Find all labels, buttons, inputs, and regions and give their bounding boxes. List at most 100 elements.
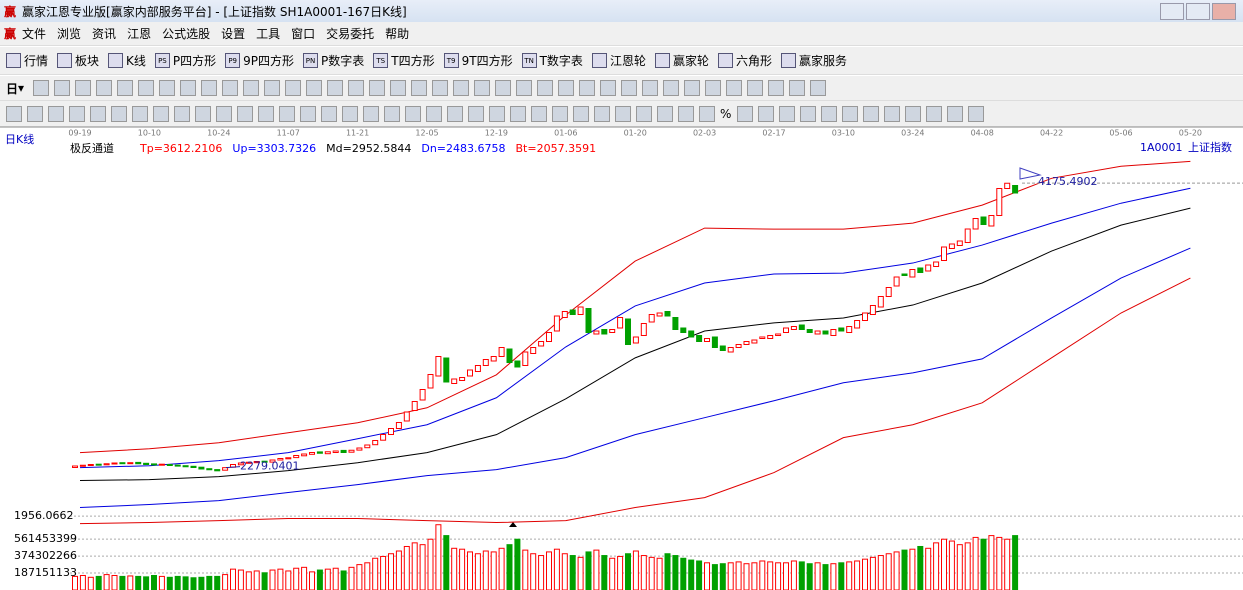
toolbar-button[interactable]: K线 xyxy=(108,52,146,69)
tool-icon[interactable] xyxy=(678,105,694,122)
tool-icon[interactable] xyxy=(258,105,274,122)
menu-item[interactable]: 设置 xyxy=(221,27,246,41)
toolbar-button[interactable]: TS T四方形 xyxy=(373,52,435,69)
tool-icon[interactable] xyxy=(621,80,638,96)
tool-icon[interactable] xyxy=(243,80,260,96)
tool-icon[interactable] xyxy=(705,80,722,96)
tool-icon[interactable] xyxy=(369,80,386,96)
tool-icon[interactable] xyxy=(48,105,64,122)
tool-icon[interactable] xyxy=(726,80,743,96)
tool-icon[interactable] xyxy=(489,105,505,122)
toolbar-button[interactable]: 赢家轮 xyxy=(654,52,709,69)
tool-icon[interactable] xyxy=(810,80,827,96)
tool-icon[interactable] xyxy=(642,80,659,96)
tool-icon[interactable] xyxy=(33,80,50,96)
tool-icon[interactable] xyxy=(342,105,358,122)
menu-item[interactable]: 窗口 xyxy=(291,27,316,41)
toolbar-button[interactable]: TN T数字表 xyxy=(521,52,583,69)
tool-icon[interactable] xyxy=(615,105,631,122)
tool-icon[interactable] xyxy=(174,105,190,122)
tool-icon[interactable] xyxy=(6,105,22,122)
tool-icon[interactable] xyxy=(579,80,596,96)
toolbar-button[interactable]: 行情 xyxy=(6,52,48,69)
tool-icon[interactable] xyxy=(180,80,197,96)
toolbar-button[interactable]: 赢家服务 xyxy=(780,52,847,69)
tool-icon[interactable] xyxy=(495,80,512,96)
toolbar-button[interactable]: PS P四方形 xyxy=(154,52,216,69)
toolbar-button[interactable]: 板块 xyxy=(57,52,99,69)
tool-icon[interactable] xyxy=(117,80,134,96)
tool-icon[interactable] xyxy=(947,105,964,122)
tool-icon[interactable] xyxy=(573,105,589,122)
tool-icon[interactable] xyxy=(432,80,449,96)
tool-icon[interactable] xyxy=(69,105,85,122)
toolbar-button[interactable]: PN P数字表 xyxy=(303,52,364,69)
tool-icon[interactable] xyxy=(468,105,484,122)
tool-icon[interactable] xyxy=(222,80,239,96)
period-select[interactable]: 日 ▾ xyxy=(6,81,25,96)
tool-icon[interactable] xyxy=(737,105,754,122)
maximize-button[interactable] xyxy=(1186,3,1210,20)
tool-icon[interactable] xyxy=(264,80,281,96)
tool-icon[interactable] xyxy=(390,80,407,96)
tool-icon[interactable] xyxy=(537,80,554,96)
tool-icon[interactable] xyxy=(453,80,470,96)
menu-item[interactable]: 江恩 xyxy=(127,27,152,41)
tool-icon[interactable] xyxy=(138,80,155,96)
tool-icon[interactable] xyxy=(821,105,838,122)
tool-icon[interactable] xyxy=(300,105,316,122)
tool-icon[interactable] xyxy=(75,80,92,96)
percent-button[interactable]: % xyxy=(720,106,732,121)
tool-icon[interactable] xyxy=(159,80,176,96)
tool-icon[interactable] xyxy=(558,80,575,96)
menu-item[interactable]: 帮助 xyxy=(385,27,410,41)
tool-icon[interactable] xyxy=(474,80,491,96)
tool-icon[interactable] xyxy=(905,105,922,122)
tool-icon[interactable] xyxy=(201,80,218,96)
tool-icon[interactable] xyxy=(863,105,880,122)
tool-icon[interactable] xyxy=(90,105,106,122)
tool-icon[interactable] xyxy=(285,80,302,96)
tool-icon[interactable] xyxy=(447,105,463,122)
tool-icon[interactable] xyxy=(54,80,71,96)
tool-icon[interactable] xyxy=(758,105,775,122)
tool-icon[interactable] xyxy=(111,105,127,122)
tool-icon[interactable] xyxy=(411,80,428,96)
toolbar-button[interactable]: 江恩轮 xyxy=(591,52,646,69)
tool-icon[interactable] xyxy=(968,105,985,122)
tool-icon[interactable] xyxy=(531,105,547,122)
tool-icon[interactable] xyxy=(327,80,344,96)
tool-icon[interactable] xyxy=(884,105,901,122)
toolbar-button[interactable]: P9 9P四方形 xyxy=(225,52,294,69)
tool-icon[interactable] xyxy=(153,105,169,122)
tool-icon[interactable] xyxy=(510,105,526,122)
tool-icon[interactable] xyxy=(27,105,43,122)
tool-icon[interactable] xyxy=(663,80,680,96)
tool-icon[interactable] xyxy=(800,105,817,122)
tool-icon[interactable] xyxy=(789,80,806,96)
tool-icon[interactable] xyxy=(636,105,652,122)
close-button[interactable] xyxy=(1212,3,1236,20)
tool-icon[interactable] xyxy=(279,105,295,122)
tool-icon[interactable] xyxy=(684,80,701,96)
tool-icon[interactable] xyxy=(363,105,379,122)
tool-icon[interactable] xyxy=(306,80,323,96)
menu-item[interactable]: 资讯 xyxy=(92,27,117,41)
menu-item[interactable]: 工具 xyxy=(256,27,281,41)
tool-icon[interactable] xyxy=(842,105,859,122)
tool-icon[interactable] xyxy=(516,80,533,96)
tool-icon[interactable] xyxy=(321,105,337,122)
minimize-button[interactable] xyxy=(1160,3,1184,20)
tool-icon[interactable] xyxy=(768,80,785,96)
tool-icon[interactable] xyxy=(594,105,610,122)
tool-icon[interactable] xyxy=(657,105,673,122)
menu-item[interactable]: 交易委托 xyxy=(326,27,375,41)
tool-icon[interactable] xyxy=(779,105,796,122)
toolbar-button[interactable]: T9 9T四方形 xyxy=(443,52,513,69)
tool-icon[interactable] xyxy=(216,105,232,122)
tool-icon[interactable] xyxy=(348,80,365,96)
tool-icon[interactable] xyxy=(237,105,253,122)
menu-item[interactable]: 公式选股 xyxy=(162,27,211,41)
tool-icon[interactable] xyxy=(552,105,568,122)
tool-icon[interactable] xyxy=(96,80,113,96)
